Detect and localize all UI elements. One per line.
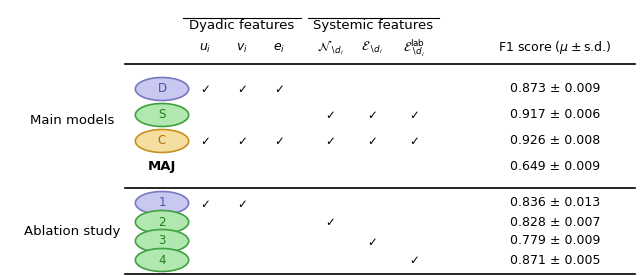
Text: C: C <box>158 134 166 147</box>
Text: $\mathcal{N}_{\setminus d_i}$: $\mathcal{N}_{\setminus d_i}$ <box>317 39 344 57</box>
Text: $\checkmark$: $\checkmark$ <box>200 83 210 95</box>
Ellipse shape <box>135 78 189 100</box>
Text: 0.836 ± 0.013: 0.836 ± 0.013 <box>510 197 600 209</box>
Ellipse shape <box>135 248 189 272</box>
Text: $e_i$: $e_i$ <box>273 41 285 55</box>
Text: 0.926 ± 0.008: 0.926 ± 0.008 <box>510 134 600 147</box>
Text: $u_i$: $u_i$ <box>199 41 211 55</box>
Ellipse shape <box>135 230 189 253</box>
Text: Systemic features: Systemic features <box>314 20 433 33</box>
Text: $\checkmark$: $\checkmark$ <box>274 83 284 95</box>
Text: $v_i$: $v_i$ <box>236 41 248 55</box>
Text: $\checkmark$: $\checkmark$ <box>237 134 247 147</box>
Ellipse shape <box>135 129 189 153</box>
Text: 1: 1 <box>158 197 166 209</box>
Text: Main models: Main models <box>30 115 114 128</box>
Text: $\checkmark$: $\checkmark$ <box>200 134 210 147</box>
Text: $\checkmark$: $\checkmark$ <box>274 134 284 147</box>
Text: $\checkmark$: $\checkmark$ <box>237 197 247 209</box>
Ellipse shape <box>135 192 189 214</box>
Text: 0.871 ± 0.005: 0.871 ± 0.005 <box>509 253 600 267</box>
Text: $\checkmark$: $\checkmark$ <box>409 134 419 147</box>
Ellipse shape <box>135 211 189 233</box>
Text: Dyadic features: Dyadic features <box>189 20 294 33</box>
Text: Ablation study: Ablation study <box>24 225 120 238</box>
Text: $\mathcal{E}_{\setminus d_i}$: $\mathcal{E}_{\setminus d_i}$ <box>361 40 383 56</box>
Text: 0.779 ± 0.009: 0.779 ± 0.009 <box>510 235 600 248</box>
Text: $\checkmark$: $\checkmark$ <box>409 108 419 121</box>
Text: 4: 4 <box>158 253 166 267</box>
Text: 2: 2 <box>158 216 166 229</box>
Text: $\checkmark$: $\checkmark$ <box>367 134 377 147</box>
Text: $\checkmark$: $\checkmark$ <box>237 83 247 95</box>
Text: $\mathcal{E}^{\mathrm{lab}}_{\setminus d_i}$: $\mathcal{E}^{\mathrm{lab}}_{\setminus d… <box>403 38 425 59</box>
Text: $\checkmark$: $\checkmark$ <box>409 253 419 267</box>
Text: MAJ: MAJ <box>148 161 176 174</box>
Text: F1 score ($\mu\pm$s.d.): F1 score ($\mu\pm$s.d.) <box>499 39 612 57</box>
Text: $\checkmark$: $\checkmark$ <box>200 197 210 209</box>
Text: $\checkmark$: $\checkmark$ <box>325 108 335 121</box>
Text: 0.828 ± 0.007: 0.828 ± 0.007 <box>509 216 600 229</box>
Text: D: D <box>157 83 166 95</box>
Text: $\checkmark$: $\checkmark$ <box>367 108 377 121</box>
Text: $\checkmark$: $\checkmark$ <box>325 134 335 147</box>
Text: 0.649 ± 0.009: 0.649 ± 0.009 <box>510 161 600 174</box>
Text: 0.917 ± 0.006: 0.917 ± 0.006 <box>510 108 600 121</box>
Text: 3: 3 <box>158 235 166 248</box>
Ellipse shape <box>135 104 189 126</box>
Text: $\checkmark$: $\checkmark$ <box>325 216 335 229</box>
Text: $\checkmark$: $\checkmark$ <box>367 235 377 248</box>
Text: 0.873 ± 0.009: 0.873 ± 0.009 <box>510 83 600 95</box>
Text: S: S <box>158 108 166 121</box>
